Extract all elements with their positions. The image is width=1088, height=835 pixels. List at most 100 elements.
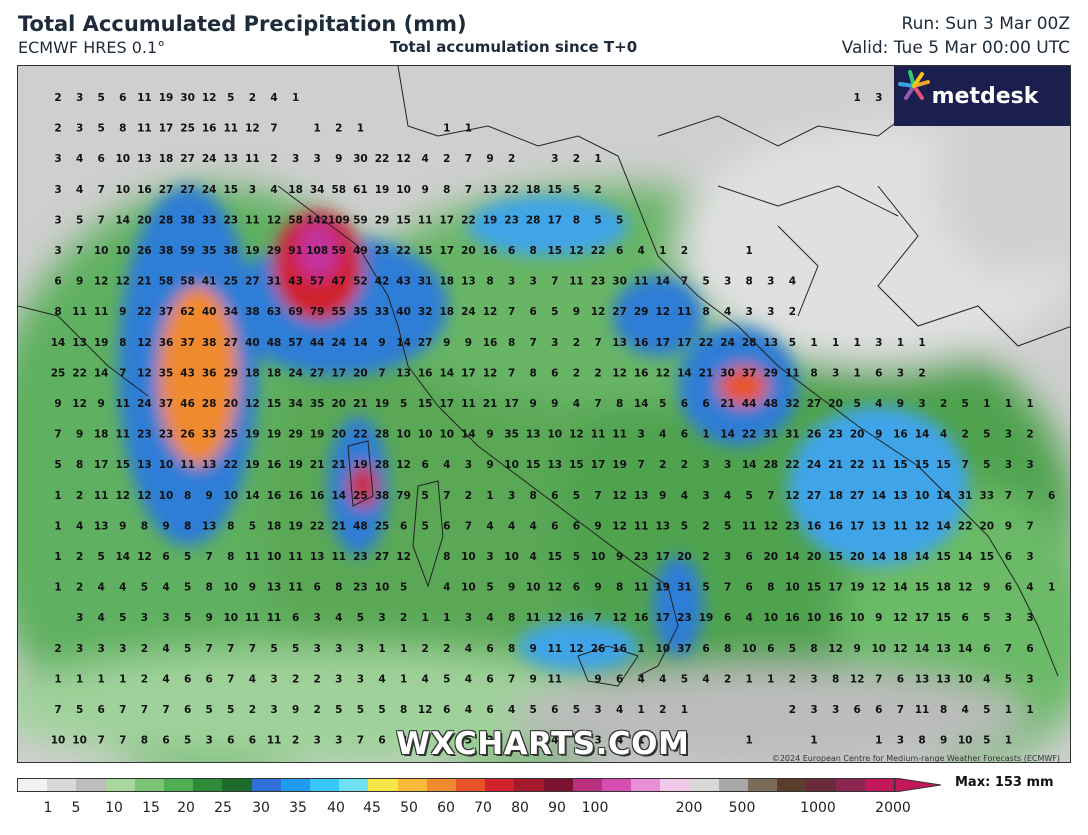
precip-value: 15	[569, 459, 584, 471]
precip-value: 5	[400, 398, 407, 410]
precip-value: 8	[141, 520, 148, 532]
precip-value: 16	[483, 337, 498, 349]
precip-value: 4	[162, 643, 169, 655]
precip-value: 10	[267, 551, 282, 563]
precip-value: 2	[702, 551, 709, 563]
precip-value: 14	[742, 459, 757, 471]
colorbar-swatch	[310, 779, 340, 791]
precip-value: 7	[249, 643, 256, 655]
precip-value: 16	[418, 367, 433, 379]
colorbar-swatch	[339, 779, 369, 791]
precip-value: 8	[767, 582, 774, 594]
precip-value: 15	[396, 214, 411, 226]
precip-value: 28	[742, 337, 757, 349]
precip-value: 11	[94, 306, 109, 318]
precip-value: 7	[422, 735, 429, 747]
precip-value: 19	[245, 459, 260, 471]
precip-value: 2	[443, 643, 450, 655]
precip-value: 14	[94, 367, 109, 379]
precip-value: 14	[461, 429, 476, 441]
precip-value: 24	[288, 367, 303, 379]
precip-value: 9	[378, 337, 385, 349]
precip-value: 2	[54, 123, 61, 135]
precip-value: 58	[331, 184, 346, 196]
precip-value: 2	[76, 582, 83, 594]
precip-value: 14	[871, 551, 886, 563]
precip-value: 20	[850, 551, 865, 563]
precip-value: 13	[202, 459, 217, 471]
precip-value: 18	[828, 490, 843, 502]
precip-value: 8	[573, 214, 580, 226]
precip-value: 1	[594, 153, 601, 165]
watermark: WXCHARTS.COM	[396, 726, 690, 762]
precip-value: 9	[551, 398, 558, 410]
precip-value: 4	[76, 184, 83, 196]
colorbar-swatch	[134, 779, 165, 791]
precip-value: 2	[335, 123, 342, 135]
precip-value: 1	[98, 673, 105, 685]
precip-value: 27	[223, 337, 238, 349]
precip-value: 40	[396, 306, 411, 318]
precip-value: 8	[810, 367, 817, 379]
precip-value: 5	[292, 643, 299, 655]
precip-value: 3	[767, 306, 774, 318]
run-label: Run: Sun 3 Mar 00Z	[901, 14, 1070, 34]
precip-value: 35	[159, 367, 174, 379]
precip-value: 7	[962, 459, 969, 471]
precip-value: 5	[184, 612, 191, 624]
precip-value: 36	[202, 367, 217, 379]
precip-value: 3	[335, 735, 342, 747]
precip-value: 8	[746, 276, 753, 288]
precip-value: 26	[807, 429, 822, 441]
precip-value: 2	[270, 153, 277, 165]
precip-value: 6	[184, 673, 191, 685]
precip-value: 1	[1005, 398, 1012, 410]
precip-value: 14	[936, 520, 951, 532]
precip-value: 19	[245, 245, 260, 257]
precip-value: 6	[551, 490, 558, 502]
precip-value: 3	[119, 643, 126, 655]
colorbar-swatch	[485, 779, 515, 791]
precip-value: 11	[245, 214, 260, 226]
precip-value: 2	[573, 337, 580, 349]
precip-value: 22	[375, 153, 390, 165]
precip-value: 12	[915, 520, 930, 532]
precip-value: 4	[422, 673, 429, 685]
precipitation-map[interactable]: 2 3 5 6 11 19 30 12 5 2 4 1 1 3 2 3 5 8 11 17 25 16 11 12 7 1 2 1 1 1…	[17, 65, 1071, 763]
precip-value: 17	[439, 398, 454, 410]
precip-value: 13	[763, 337, 778, 349]
precip-value: 23	[828, 429, 843, 441]
colorbar-swatch	[193, 779, 223, 791]
precip-value: 7	[1026, 490, 1033, 502]
precip-value: 26	[137, 245, 152, 257]
precip-value: 8	[184, 490, 191, 502]
precip-value: 11	[547, 673, 562, 685]
precip-value: 12	[396, 551, 411, 563]
precip-value: 4	[659, 673, 666, 685]
precip-value: 43	[396, 276, 411, 288]
precip-value: 7	[767, 490, 774, 502]
precip-value: 16	[785, 612, 800, 624]
precip-value: 8	[227, 551, 234, 563]
precip-value: 6	[702, 398, 709, 410]
precip-value: 17	[439, 245, 454, 257]
precip-value: 5	[357, 704, 364, 716]
precip-value: 19	[310, 429, 325, 441]
precip-value: 3	[378, 612, 385, 624]
precip-value: 15	[979, 551, 994, 563]
precip-value: 14	[634, 398, 649, 410]
precip-value: 5	[378, 704, 385, 716]
precip-value: 12	[267, 214, 282, 226]
precip-value: 2	[486, 735, 493, 747]
precip-value: 28	[159, 214, 174, 226]
precip-value: 14	[720, 429, 735, 441]
precip-value: 9	[422, 184, 429, 196]
precip-value: 33	[375, 306, 390, 318]
precip-value: 10	[807, 612, 822, 624]
precip-value: 23	[785, 520, 800, 532]
precip-value: 10	[526, 582, 541, 594]
colorbar-swatch	[689, 779, 719, 791]
precip-value: 14	[439, 367, 454, 379]
precip-value: 6	[249, 735, 256, 747]
precip-value: 3	[551, 153, 558, 165]
